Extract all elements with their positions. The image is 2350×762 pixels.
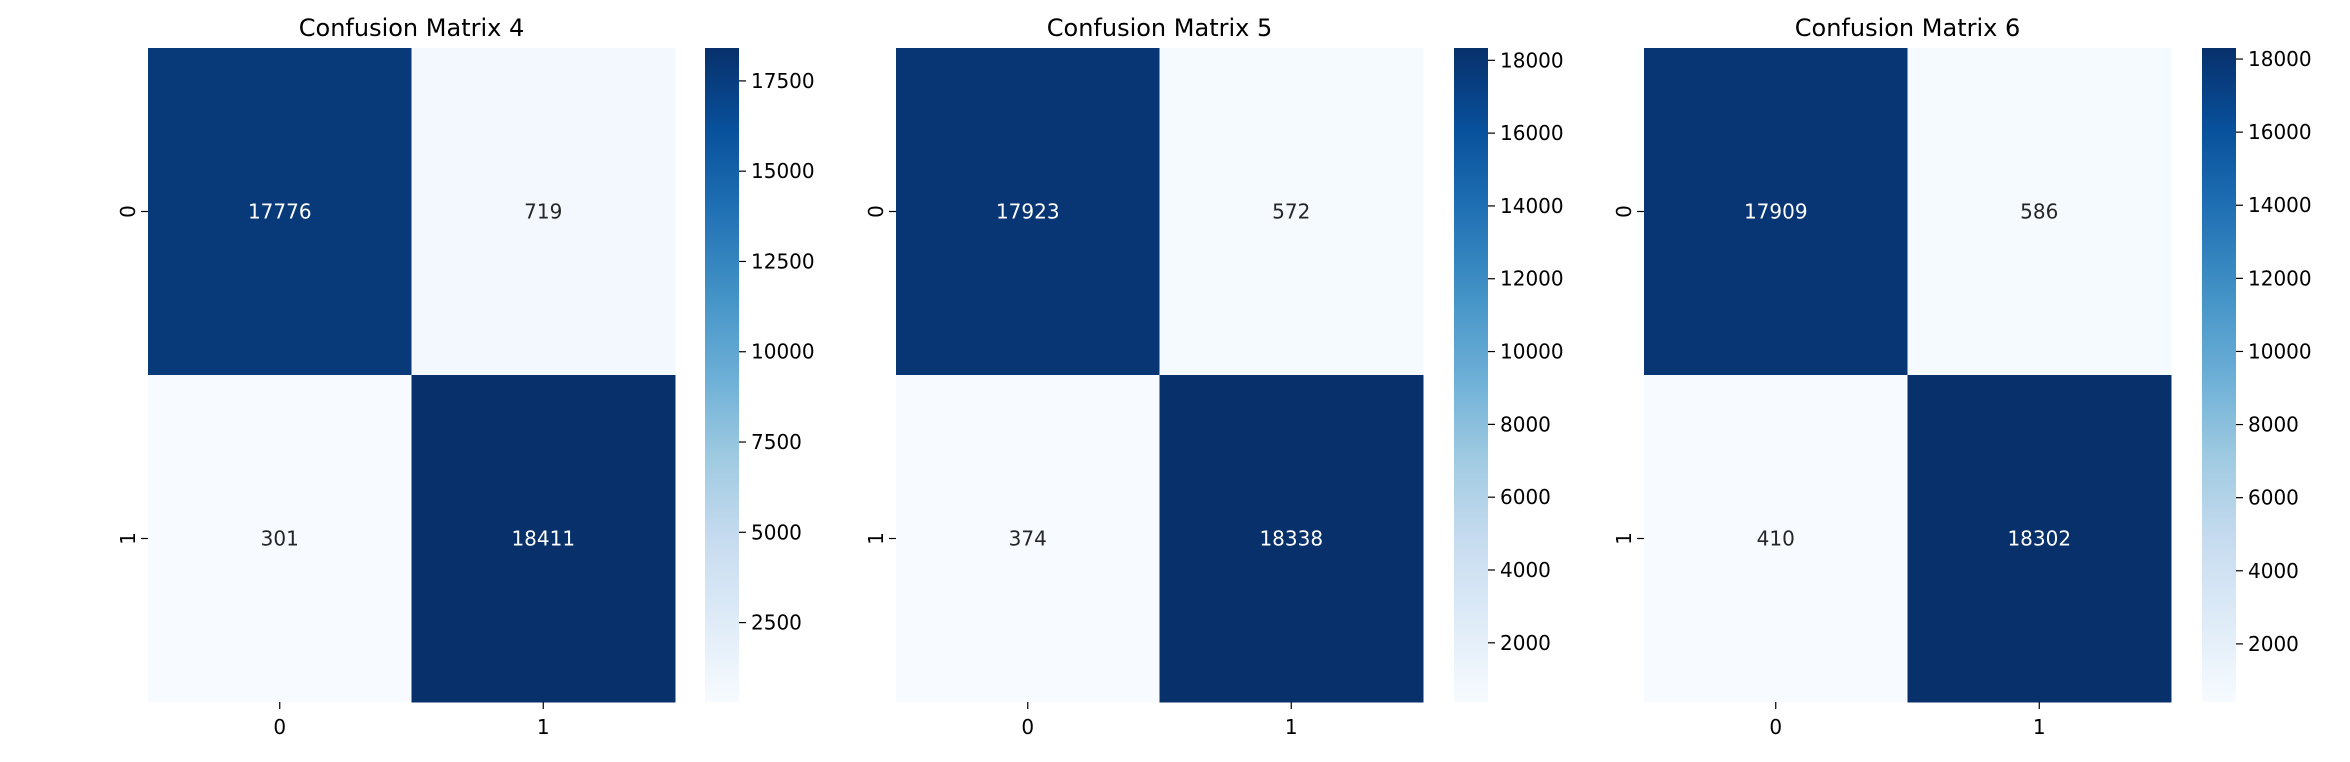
colorbar-tick-label: 14000 — [2248, 193, 2312, 217]
colorbar-tick-label: 16000 — [1500, 121, 1564, 145]
cell-value-label: 17923 — [996, 200, 1060, 224]
y-tick-label: 0 — [116, 205, 140, 218]
heatmap-cell-r1-c1 — [1907, 375, 2172, 703]
colorbar-tick-label: 12000 — [2248, 266, 2312, 290]
heatmap-cell-r0-c1 — [1159, 48, 1424, 376]
y-tick-label: 1 — [1612, 532, 1636, 545]
heatmap-cell-r1-c0 — [896, 375, 1160, 703]
cell-value-label: 18338 — [1259, 527, 1323, 551]
heatmap-cell-r0-c0 — [896, 48, 1160, 376]
heatmap-cell-r0-c0 — [148, 48, 412, 376]
colorbar-tick-label: 8000 — [2248, 413, 2299, 437]
colorbar-tick-label: 10000 — [751, 340, 815, 364]
colorbar — [705, 48, 739, 702]
cell-value-label: 17909 — [1744, 200, 1808, 224]
colorbar — [2202, 48, 2236, 702]
colorbar-tick-label: 6000 — [2248, 486, 2299, 510]
heatmap-cell-r1-c0 — [1644, 375, 1908, 703]
y-tick-label: 1 — [116, 532, 140, 545]
colorbar-tick-label: 2000 — [2248, 632, 2299, 656]
colorbar-tick-label: 6000 — [1500, 485, 1551, 509]
heatmap-cell-r1-c1 — [1159, 375, 1424, 703]
y-tick-label: 0 — [1612, 205, 1636, 218]
heatmap-cell-r1-c1 — [411, 375, 676, 703]
colorbar-tick-label: 5000 — [751, 520, 802, 544]
colorbar-tick-label: 8000 — [1500, 412, 1551, 436]
x-tick-label: 0 — [1021, 715, 1034, 739]
cell-value-label: 374 — [1009, 527, 1047, 551]
colorbar-tick-label: 17500 — [751, 69, 815, 93]
colorbar-tick-label: 7500 — [751, 430, 802, 454]
cell-value-label: 18411 — [511, 527, 575, 551]
x-tick-label: 1 — [537, 715, 550, 739]
colorbar-tick-label: 12500 — [751, 249, 815, 273]
x-tick-label: 0 — [1769, 715, 1782, 739]
heatmap-cell-r0-c0 — [1644, 48, 1908, 376]
colorbar-tick-label: 14000 — [1500, 194, 1564, 218]
colorbar-tick-label: 4000 — [2248, 559, 2299, 583]
cell-value-label: 18302 — [2007, 527, 2071, 551]
colorbar-tick-label: 10000 — [1500, 340, 1564, 364]
y-tick-label: 0 — [864, 205, 888, 218]
colorbar-tick-label: 2000 — [1500, 631, 1551, 655]
x-tick-label: 1 — [1285, 715, 1298, 739]
heatmap-cell-r0-c1 — [1907, 48, 2172, 376]
colorbar-tick-label: 18000 — [2248, 47, 2312, 71]
colorbar — [1454, 48, 1488, 702]
y-tick-label: 1 — [864, 532, 888, 545]
cell-value-label: 586 — [2020, 200, 2058, 224]
colorbar-tick-label: 10000 — [2248, 339, 2312, 363]
colorbar-tick-label: 16000 — [2248, 120, 2312, 144]
chart-title: Confusion Matrix 4 — [299, 14, 524, 42]
cell-value-label: 572 — [1272, 200, 1310, 224]
cell-value-label: 719 — [524, 200, 562, 224]
heatmap-cell-r1-c0 — [148, 375, 412, 703]
chart-title: Confusion Matrix 5 — [1047, 14, 1272, 42]
x-tick-label: 0 — [273, 715, 286, 739]
colorbar-tick-label: 12000 — [1500, 267, 1564, 291]
colorbar-tick-label: 4000 — [1500, 558, 1551, 582]
colorbar-tick-label: 15000 — [751, 159, 815, 183]
heatmap-cell-r0-c1 — [411, 48, 676, 376]
cell-value-label: 17776 — [248, 200, 312, 224]
cell-value-label: 410 — [1757, 527, 1795, 551]
colorbar-tick-label: 18000 — [1500, 48, 1564, 72]
cell-value-label: 301 — [261, 527, 299, 551]
colorbar-tick-label: 2500 — [751, 611, 802, 635]
chart-title: Confusion Matrix 6 — [1795, 14, 2020, 42]
x-tick-label: 1 — [2033, 715, 2046, 739]
